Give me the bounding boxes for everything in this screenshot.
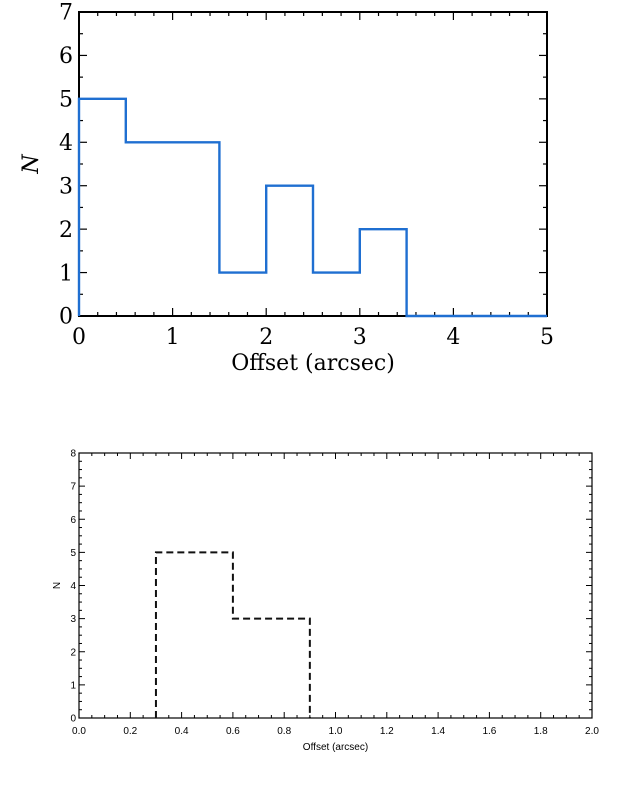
x-tick-label: 0.6 [226, 726, 240, 737]
y-tick-label: 1 [70, 680, 76, 691]
y-tick-label: 5 [70, 548, 76, 559]
y-tick-label: 2 [70, 647, 76, 658]
histogram-bin [79, 99, 126, 316]
y-tick-label: 3 [59, 174, 73, 199]
y-axis-label: N [19, 154, 44, 175]
y-axis-label: N [52, 582, 63, 589]
y-tick-label: 7 [70, 482, 76, 493]
histogram-bin [126, 142, 220, 316]
x-tick-label: 0.2 [123, 726, 137, 737]
x-tick-label: 0 [72, 325, 86, 350]
y-tick-label: 0 [59, 305, 73, 330]
x-axis-label: Offset (arcsec) [231, 351, 395, 376]
y-tick-label: 6 [70, 515, 76, 526]
x-tick-label: 1.8 [534, 726, 548, 737]
y-tick-label: 4 [59, 131, 73, 156]
histogram-top: 0 1 2 3 4 5 0 1 2 3 4 5 6 7 Offset (arcsec) N [19, 1, 554, 376]
x-tick-label: 2.0 [585, 726, 599, 737]
y-tick-label: 1 [59, 261, 73, 286]
y-tick-label: 3 [70, 614, 76, 625]
histogram-bin [313, 273, 360, 316]
histogram-bin [233, 619, 310, 718]
x-tick-label: 0.4 [175, 726, 189, 737]
x-tick-label: 0.8 [277, 726, 291, 737]
x-axis-label: Offset (arcsec) [303, 742, 368, 753]
histogram-outline [154, 551, 311, 718]
histogram-bin [266, 186, 313, 316]
histogram-bin [219, 273, 266, 316]
x-tick-label: 2 [259, 325, 273, 350]
histogram-bottom: 0.0 0.2 0.4 0.6 0.8 1.0 1.2 1.4 1.6 1.8 2.0 0 1 2 3 4 5 6… [52, 449, 599, 754]
x-tick-label: 3 [353, 325, 367, 350]
histogram-bin [360, 229, 407, 316]
y-tick-label: 0 [70, 714, 76, 725]
y-tick-label: 4 [70, 581, 76, 592]
y-tick-label: 2 [59, 218, 73, 243]
x-tick-label: 0.0 [72, 726, 86, 737]
x-tick-label: 1.2 [380, 726, 394, 737]
histogram-outline [77, 97, 547, 318]
histogram-bin [156, 552, 233, 718]
x-tick-label: 4 [446, 325, 460, 350]
y-tick-label: 8 [70, 449, 76, 460]
x-tick-label: 1.4 [431, 726, 445, 737]
y-tick-label: 7 [59, 1, 73, 26]
x-tick-label: 1.6 [482, 726, 496, 737]
y-tick-label: 6 [59, 44, 73, 69]
y-tick-label: 5 [59, 88, 73, 113]
x-tick-label: 5 [540, 325, 554, 350]
x-tick-label: 1 [166, 325, 180, 350]
x-tick-label: 1.0 [329, 726, 343, 737]
